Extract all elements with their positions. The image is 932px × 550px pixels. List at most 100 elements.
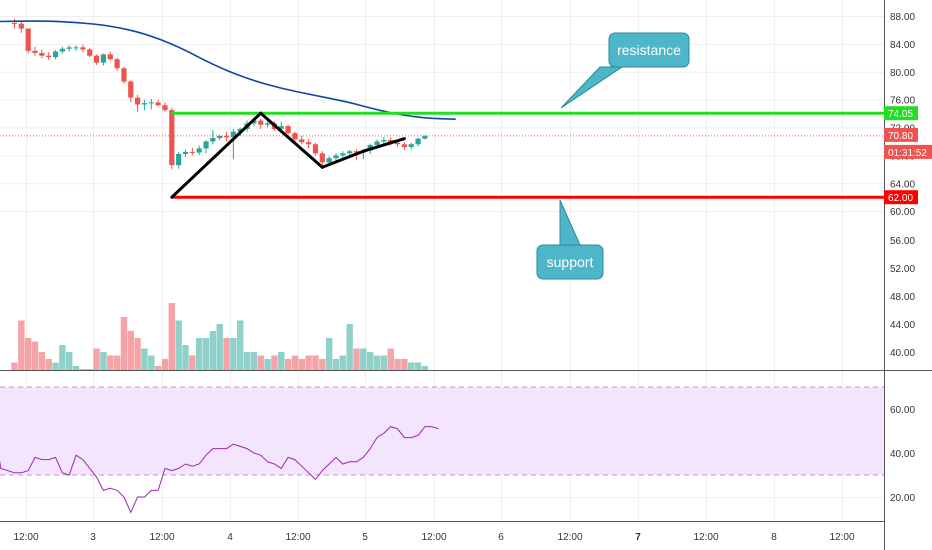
price-badge-bg [884,190,918,205]
candle-body [162,105,168,111]
price-badge-bg [884,144,932,159]
volume-bar [305,355,312,370]
candle [319,151,325,166]
time-tick-label: 12:00 [557,532,582,543]
resistance-callout[interactable]: resistance [560,32,690,109]
candle-body [148,102,154,104]
price-badge-label: 01:31:52 [888,148,927,159]
candle [340,151,346,159]
volume-bar [168,303,176,370]
w-pattern-lines[interactable] [170,111,406,199]
volume-bar [107,355,114,370]
volume-bar [161,359,169,370]
candle-body [381,140,387,142]
candle [80,44,86,53]
time-tick-label: 6 [498,532,504,543]
volume-bar [216,324,223,370]
candle [169,108,175,170]
candle-body [333,155,339,159]
candle-body [422,135,428,139]
candle [203,140,209,154]
pattern-segment[interactable] [259,111,324,169]
candle-body [46,55,52,58]
rsi-axis[interactable]: 20.00 40.00 60.00 [890,405,915,504]
candle-body [196,148,202,153]
resistance-callout-label: resistance [617,42,681,58]
pattern-segment[interactable] [361,137,406,153]
price-badge-bg [884,127,918,142]
volume-bar [223,338,230,370]
candle [52,50,59,60]
volume-axis[interactable]: 40.00 44.00 48.00 52.00 56.00 [890,236,915,359]
candle-body [121,68,127,82]
candle-body [285,126,291,134]
candle-body [347,151,353,154]
volume-bar [18,320,25,370]
price-badge: 74.05 [884,106,918,121]
candle [189,147,195,156]
price-tick-label: 80.00 [890,68,915,79]
time-tick-label: 7 [635,532,641,543]
price-tick-label: 60.00 [890,207,915,218]
candle [299,135,305,145]
candle [306,139,312,149]
candle [258,118,264,129]
candle-body [394,142,401,145]
volume-bar [284,359,292,370]
volume-bar [373,355,381,370]
candle [11,18,18,29]
volume-bar [59,345,66,370]
candle [408,142,414,150]
volume-tick-label: 56.00 [890,236,915,247]
candle-body [52,51,59,58]
candle-body [258,120,264,125]
volume-bar [353,348,360,370]
candle-body [93,55,100,63]
price-badge-label: 70.80 [888,131,913,142]
candle-body [237,128,243,132]
candle-body [32,50,38,53]
candle [32,46,38,56]
candle-body [66,47,72,49]
volume-bar [120,317,128,370]
candle [107,51,113,61]
candle-body [326,158,332,163]
pattern-segment[interactable] [170,111,263,199]
resistance-callout-box [608,32,690,68]
volume-bar [243,352,251,370]
volume-bar [366,352,374,370]
candle-body [264,123,271,125]
candle-body [182,151,189,155]
candle-body [312,144,319,154]
candle-body [135,97,141,105]
candle-body [415,138,421,145]
volume-bar [24,338,32,370]
price-badge: 62.00 [884,190,918,205]
price-tick-label: 64.00 [890,179,915,190]
candle-body [210,137,216,142]
candle-body [401,144,407,148]
volume-bar [387,348,394,370]
time-axis[interactable]: 12:00 3 12:00 4 12:00 5 12:00 6 12:00 7 12:00 8 12:0… [13,532,854,543]
volume-bar [86,369,93,370]
candle-body [408,144,414,148]
support-callout[interactable]: support [536,199,604,280]
volume-bar [237,320,244,370]
volume-bar [113,355,121,370]
volume-bar [52,362,59,370]
volume-bar [182,345,189,370]
candle-body [203,141,209,149]
candle [25,28,31,54]
rsi-tick-label: 60.00 [890,405,915,416]
volume-bar [209,331,217,370]
candle [128,80,134,103]
volume-bar [257,355,264,370]
price-badge: 70.80 [884,127,918,142]
candle [59,46,65,54]
time-tick-label: 12:00 [829,532,854,543]
pattern-segment[interactable] [320,149,365,169]
candle [210,130,216,145]
price-badge-bg [884,106,918,121]
candle-body [73,47,79,49]
